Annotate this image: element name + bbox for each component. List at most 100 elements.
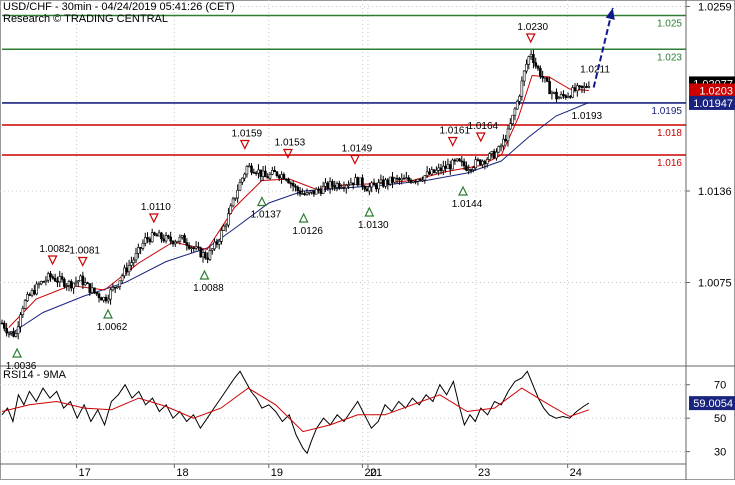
candle-body (338, 183, 341, 188)
candle-body (42, 281, 45, 283)
candle-body (97, 293, 101, 299)
candle-body (167, 235, 170, 238)
candle-body (536, 65, 540, 69)
candle-body (83, 282, 87, 286)
candle-body (381, 179, 385, 187)
candle-body (511, 114, 514, 124)
candle-body (414, 180, 417, 183)
candle-body (150, 232, 154, 243)
candle-body (298, 190, 302, 195)
candle-body (377, 182, 380, 190)
candle-body (86, 282, 89, 284)
candle-body (455, 158, 459, 162)
candle-body (432, 169, 436, 173)
candle-body (340, 187, 343, 189)
time-tick-label: 21 (370, 467, 382, 479)
candle-body (162, 238, 166, 242)
candle-body (132, 259, 135, 263)
candle-body (204, 252, 207, 259)
candle-body (509, 123, 512, 130)
candle-body (173, 241, 177, 245)
candle-body (257, 169, 260, 174)
candle-body (391, 176, 394, 183)
candle-body (467, 169, 471, 171)
candle-body (351, 182, 355, 186)
candle-body (439, 167, 443, 172)
candle-body (252, 172, 256, 174)
candle-body (361, 177, 364, 187)
candle-body (425, 171, 429, 176)
price-tick-label: 1.0136 (698, 186, 732, 198)
candle-body (16, 326, 20, 334)
candle-body (525, 63, 528, 72)
candle-body (379, 179, 383, 183)
candle-body (513, 108, 517, 116)
candle-body (127, 265, 131, 273)
candle-body (446, 164, 450, 169)
candle-body (451, 159, 454, 170)
candle-body (146, 237, 149, 240)
price-tag-background (689, 95, 735, 110)
candle-body (402, 177, 406, 180)
candle-body (109, 289, 112, 300)
candle-body (444, 165, 447, 169)
time-tick-label: 18 (176, 467, 188, 479)
candle-body (160, 232, 163, 240)
swing-high-marker (47, 255, 58, 266)
candle-body (113, 287, 117, 289)
candle-body (564, 95, 568, 98)
level-label: 1.0195 (651, 106, 682, 117)
candle-body (303, 193, 306, 195)
swing-high-marker (77, 256, 88, 267)
candle-body (585, 86, 588, 88)
candle-body (141, 242, 145, 249)
swing-high-marker (349, 154, 360, 165)
candle-body (227, 213, 230, 226)
candle-body (277, 175, 281, 179)
time-tick-label: 23 (478, 467, 490, 479)
swing-high-label: 1.0159 (232, 129, 263, 140)
projection-arrow-line (592, 7, 614, 88)
candle-body (229, 205, 233, 214)
candle-body (164, 235, 168, 242)
candle-body (423, 175, 427, 181)
candle-body (215, 241, 219, 245)
swing-high-marker (525, 33, 536, 44)
candle-body (328, 181, 332, 189)
time-tick-label: 17 (79, 467, 91, 479)
candle-body (307, 191, 311, 194)
price-tick-label: 1.0259 (698, 2, 732, 14)
candle-body (88, 283, 92, 293)
candle-body (148, 238, 152, 243)
candle-body (266, 176, 270, 179)
candle-body (499, 145, 503, 148)
candle-body (515, 101, 519, 110)
candle-body (428, 171, 431, 175)
candle-body (372, 182, 376, 186)
rsi-tick-label: 30 (714, 447, 726, 459)
swing-low-label: 1.0036 (6, 361, 37, 372)
rsi-panel-label: RSI14 - 9MA (3, 369, 66, 381)
swing-low-marker (103, 308, 113, 319)
swing-high-marker (282, 148, 293, 159)
candle-body (349, 182, 353, 186)
candle-body (335, 183, 339, 188)
candle-body (153, 232, 156, 236)
candle-body (312, 190, 316, 195)
candle-body (222, 225, 226, 231)
candle-body (134, 253, 138, 261)
candle-body (53, 277, 57, 282)
candle-body (294, 185, 297, 188)
candle-body (462, 161, 466, 167)
candle-body (488, 153, 491, 160)
candle-body (310, 190, 313, 193)
candle-body (220, 230, 223, 242)
candle-body (93, 287, 96, 293)
time-tick-label: 24 (570, 467, 582, 479)
candle-body (268, 173, 272, 179)
rsi-line (1, 370, 590, 455)
candle-body (231, 198, 235, 207)
candle-body (571, 87, 574, 98)
swing-low-marker (364, 206, 375, 217)
